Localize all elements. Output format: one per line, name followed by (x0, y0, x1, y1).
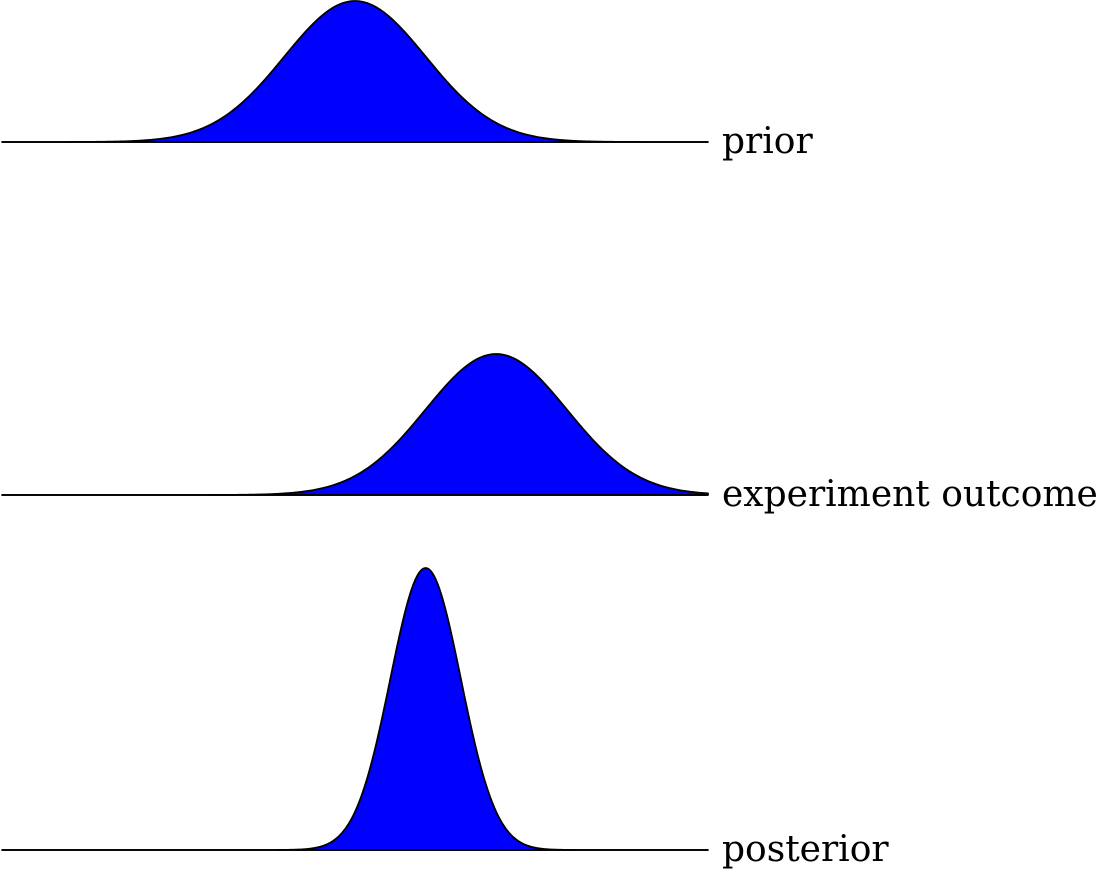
experiment-outcome-density-curve (1, 353, 709, 496)
prior-density-curve (1, 0, 709, 143)
posterior-row: posterior (1, 567, 889, 870)
experiment-outcome-label: experiment outcome (722, 474, 1098, 515)
posterior-label: posterior (722, 829, 889, 870)
experiment-outcome-row: experiment outcome (1, 353, 1098, 515)
posterior-density-curve (1, 567, 709, 851)
prior-label: prior (722, 121, 813, 162)
prior-row: prior (1, 0, 813, 162)
